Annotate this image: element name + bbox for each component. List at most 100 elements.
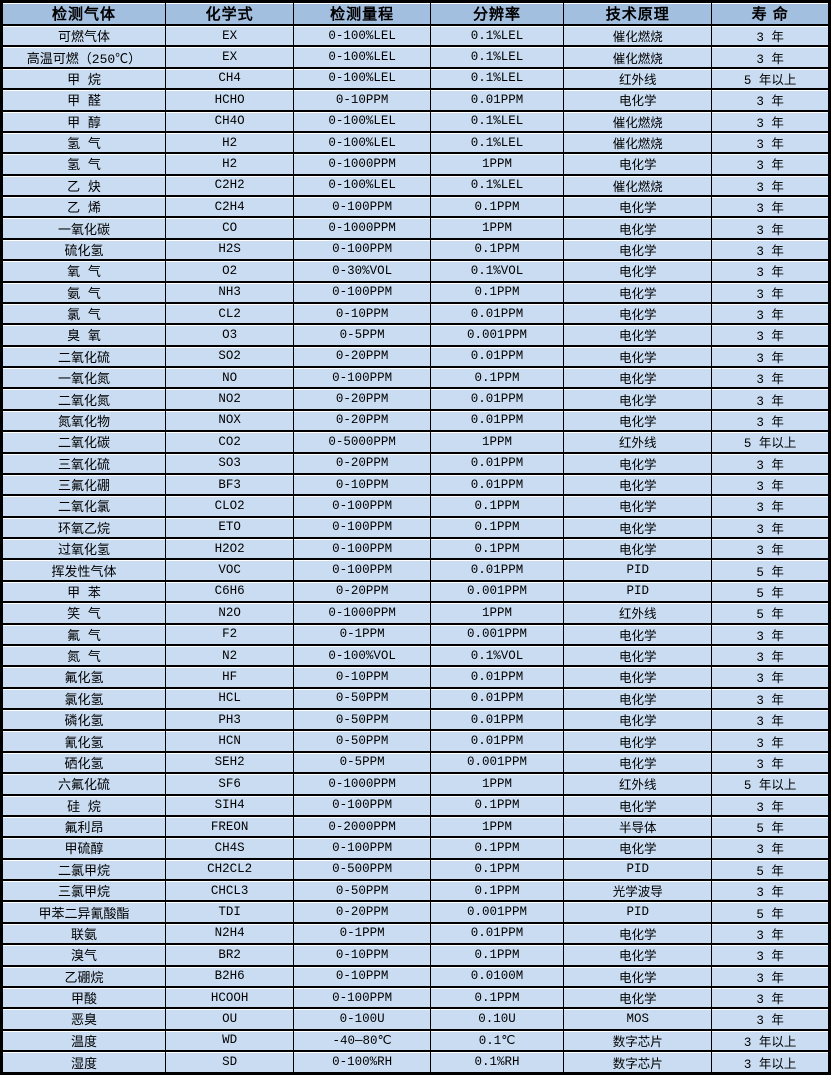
principle-cell: 电化学 [563, 345, 713, 369]
resolution-cell: 1PPM [430, 773, 565, 796]
principle-cell: 催化燃烧 [563, 110, 713, 133]
column-header-resolution: 分辨率 [430, 1, 565, 26]
principle-cell: 电化学 [563, 751, 713, 775]
resolution-cell: 1PPM [430, 815, 565, 839]
resolution-cell: 0.01PPM [430, 89, 565, 112]
resolution-cell: 0.1%VOL [430, 260, 565, 283]
lifespan-cell: 3 年 [711, 153, 830, 176]
principle-cell: 电化学 [563, 965, 713, 988]
gas-name-cell: 三氯甲烷 [1, 880, 166, 903]
resolution-cell: 1PPM [430, 602, 565, 625]
range-cell: 0-10PPM [293, 302, 431, 326]
formula-cell: CO [165, 217, 295, 240]
table-row: 甲硫醇 CH4S 0-100PPM 0.1PPM 电化学 3 年 [1, 837, 830, 860]
formula-cell: CH4S [165, 837, 295, 860]
lifespan-cell: 3 年 [711, 538, 830, 561]
gas-name-cell: 氯化氢 [1, 687, 166, 711]
formula-cell: EX [165, 25, 295, 48]
table-row: 可燃气体 EX 0-100%LEL 0.1%LEL 催化燃烧 3 年 [1, 25, 830, 48]
gas-name-cell: 磷化氢 [1, 709, 166, 732]
formula-cell: SD [165, 1051, 295, 1075]
principle-cell: 电化学 [563, 709, 713, 732]
lifespan-cell: 5 年 [711, 901, 830, 924]
gas-name-cell: 二氯甲烷 [1, 858, 166, 882]
table-row: 一氧化氮 NO 0-100PPM 0.1PPM 电化学 3 年 [1, 367, 830, 390]
column-header-gas-name: 检测气体 [1, 1, 166, 26]
principle-cell: 电化学 [563, 281, 713, 304]
range-cell: 0-50PPM [293, 687, 431, 711]
table-row: 硅 烷 SIH4 0-100PPM 0.1PPM 电化学 3 年 [1, 794, 830, 817]
lifespan-cell: 3 年 [711, 623, 830, 646]
gas-name-cell: 溴气 [1, 944, 166, 967]
gas-name-cell: 乙 烯 [1, 196, 166, 219]
formula-cell: C6H6 [165, 580, 295, 604]
table-row: 乙 炔 C2H2 0-100%LEL 0.1%LEL 催化燃烧 3 年 [1, 174, 830, 198]
resolution-cell: 0.1%VOL [430, 644, 565, 668]
range-cell: 0-100PPM [293, 794, 431, 817]
gas-name-cell: 氢 气 [1, 131, 166, 155]
formula-cell: SEH2 [165, 751, 295, 775]
lifespan-cell: 3 年以上 [711, 1051, 830, 1075]
principle-cell: PID [563, 559, 713, 582]
table-row: 温度 WD -40—80℃ 0.1℃ 数字芯片 3 年以上 [1, 1029, 830, 1053]
table-row: 六氟化硫 SF6 0-1000PPM 1PPM 红外线 5 年以上 [1, 773, 830, 796]
principle-cell: 电化学 [563, 944, 713, 967]
range-cell: 0-100PPM [293, 559, 431, 582]
resolution-cell: 0.01PPM [430, 730, 565, 753]
resolution-cell: 0.1%LEL [430, 174, 565, 198]
range-cell: 0-100PPM [293, 837, 431, 860]
resolution-cell: 0.001PPM [430, 901, 565, 924]
lifespan-cell: 5 年 [711, 815, 830, 839]
formula-cell: EX [165, 46, 295, 69]
resolution-cell: 0.01PPM [430, 473, 565, 497]
lifespan-cell: 5 年 [711, 559, 830, 582]
gas-name-cell: 温度 [1, 1029, 166, 1053]
principle-cell: 光学波导 [563, 880, 713, 903]
resolution-cell: 0.1PPM [430, 196, 565, 219]
resolution-cell: 0.1PPM [430, 837, 565, 860]
range-cell: 0-100PPM [293, 538, 431, 561]
range-cell: 0-100U [293, 1008, 431, 1031]
principle-cell: 电化学 [563, 452, 713, 475]
gas-name-cell: 臭 氧 [1, 324, 166, 347]
formula-cell: CH2CL2 [165, 858, 295, 882]
range-cell: 0-100PPM [293, 495, 431, 518]
formula-cell: FREON [165, 815, 295, 839]
principle-cell: 电化学 [563, 730, 713, 753]
range-cell: 0-100%LEL [293, 110, 431, 133]
table-row: 甲 苯 C6H6 0-20PPM 0.001PPM PID 5 年 [1, 580, 830, 604]
range-cell: 0-100%LEL [293, 131, 431, 155]
lifespan-cell: 3 年 [711, 25, 830, 48]
table-row: 二氧化氮 NO2 0-20PPM 0.01PPM 电化学 3 年 [1, 388, 830, 411]
resolution-cell: 1PPM [430, 431, 565, 454]
resolution-cell: 0.1PPM [430, 880, 565, 903]
formula-cell: H2S [165, 238, 295, 262]
table-row: 三氟化硼 BF3 0-10PPM 0.01PPM 电化学 3 年 [1, 473, 830, 497]
range-cell: 0-50PPM [293, 730, 431, 753]
gas-name-cell: 氮氧化物 [1, 409, 166, 433]
resolution-cell: 0.1PPM [430, 516, 565, 540]
table-row: 笑 气 N2O 0-1000PPM 1PPM 红外线 5 年 [1, 602, 830, 625]
lifespan-cell: 3 年 [711, 495, 830, 518]
principle-cell: 电化学 [563, 409, 713, 433]
resolution-cell: 0.1PPM [430, 238, 565, 262]
principle-cell: 电化学 [563, 196, 713, 219]
gas-name-cell: 环氧乙烷 [1, 516, 166, 540]
resolution-cell: 0.01PPM [430, 687, 565, 711]
range-cell: 0-100PPM [293, 281, 431, 304]
gas-name-cell: 联氨 [1, 922, 166, 946]
formula-cell: HF [165, 666, 295, 689]
lifespan-cell: 5 年 [711, 602, 830, 625]
table-row: 二氧化硫 SO2 0-20PPM 0.01PPM 电化学 3 年 [1, 345, 830, 369]
range-cell: 0-1PPM [293, 922, 431, 946]
gas-name-cell: 甲苯二异氰酸酯 [1, 901, 166, 924]
table-row: 溴气 BR2 0-10PPM 0.1PPM 电化学 3 年 [1, 944, 830, 967]
principle-cell: 电化学 [563, 89, 713, 112]
table-row: 氢 气 H2 0-100%LEL 0.1%LEL 催化燃烧 3 年 [1, 131, 830, 155]
resolution-cell: 0.001PPM [430, 623, 565, 646]
gas-name-cell: 甲 烷 [1, 67, 166, 91]
gas-name-cell: 氯 气 [1, 302, 166, 326]
gas-name-cell: 甲硫醇 [1, 837, 166, 860]
resolution-cell: 0.01PPM [430, 409, 565, 433]
formula-cell: HCL [165, 687, 295, 711]
